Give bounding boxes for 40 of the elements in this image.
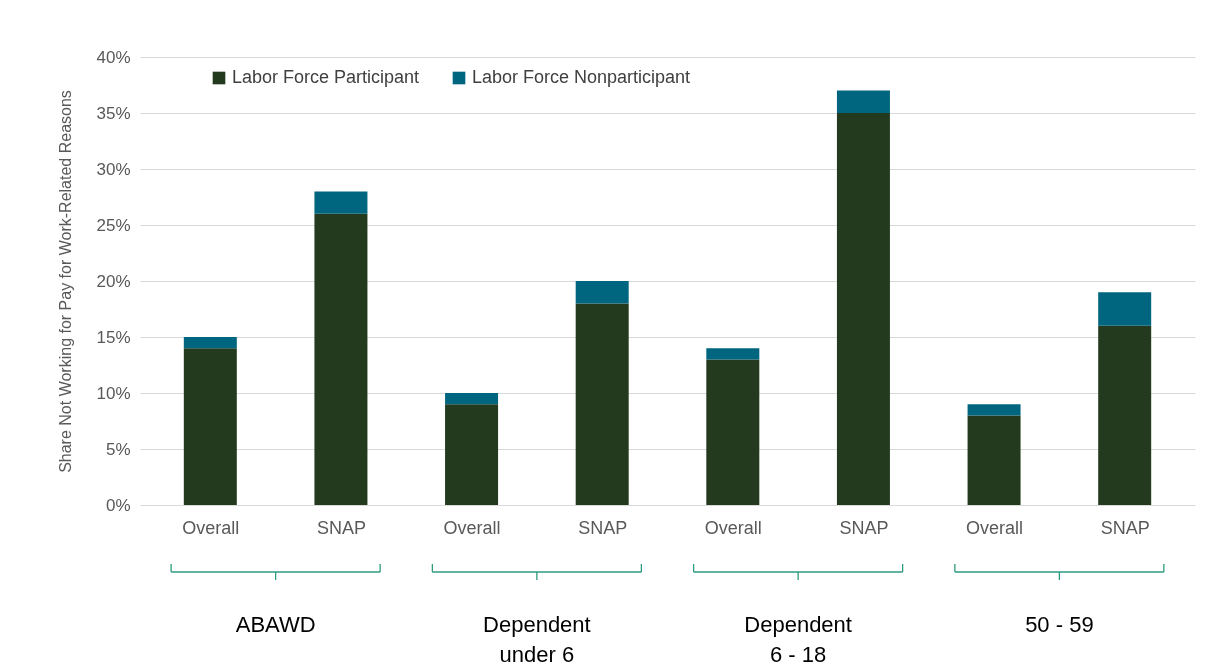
bar bbox=[1098, 325, 1152, 505]
text: Dependent under 6 bbox=[483, 612, 591, 667]
text: 50 - 59 bbox=[1025, 612, 1094, 637]
bar bbox=[445, 393, 499, 405]
bar bbox=[836, 113, 890, 505]
x-tick-label: Overall bbox=[182, 517, 240, 538]
bar bbox=[314, 213, 368, 505]
x-tick-label: SNAP bbox=[1100, 517, 1150, 538]
y-tick-label: 40% bbox=[96, 47, 131, 67]
bar bbox=[706, 348, 760, 360]
bar bbox=[183, 348, 237, 505]
x-tick-label: SNAP bbox=[578, 517, 628, 538]
x-tick-label: Overall bbox=[966, 517, 1024, 538]
bar bbox=[967, 415, 1021, 505]
text: ABAWD bbox=[235, 612, 316, 637]
bar bbox=[1098, 292, 1152, 326]
bar bbox=[836, 90, 890, 113]
bar bbox=[967, 404, 1021, 416]
bar bbox=[183, 337, 237, 349]
legend-label: Labor Force Nonparticipant bbox=[472, 67, 691, 87]
y-tick-label: 30% bbox=[96, 159, 131, 179]
x-tick-label: SNAP bbox=[316, 517, 366, 538]
x-tick-label: Overall bbox=[443, 517, 501, 538]
y-tick-label: 10% bbox=[96, 383, 131, 403]
bar bbox=[445, 404, 499, 505]
y-tick-label: 0% bbox=[105, 495, 131, 515]
y-tick-label: 25% bbox=[96, 215, 131, 235]
text: Dependent 6 - 18 bbox=[744, 612, 852, 667]
y-tick-label: 5% bbox=[105, 439, 131, 459]
x-tick-label: Overall bbox=[704, 517, 762, 538]
bar bbox=[575, 281, 629, 304]
bar bbox=[314, 191, 368, 214]
bar bbox=[706, 359, 760, 505]
bar bbox=[575, 303, 629, 505]
y-tick-label: 15% bbox=[96, 327, 131, 347]
y-tick-label: 35% bbox=[96, 103, 131, 123]
y-tick-label: 20% bbox=[96, 271, 131, 291]
x-tick-label: SNAP bbox=[839, 517, 889, 538]
y-axis-title: Share Not Working for Pay for Work-Related Reasons bbox=[57, 90, 75, 473]
legend-label: Labor Force Participant bbox=[232, 67, 420, 87]
